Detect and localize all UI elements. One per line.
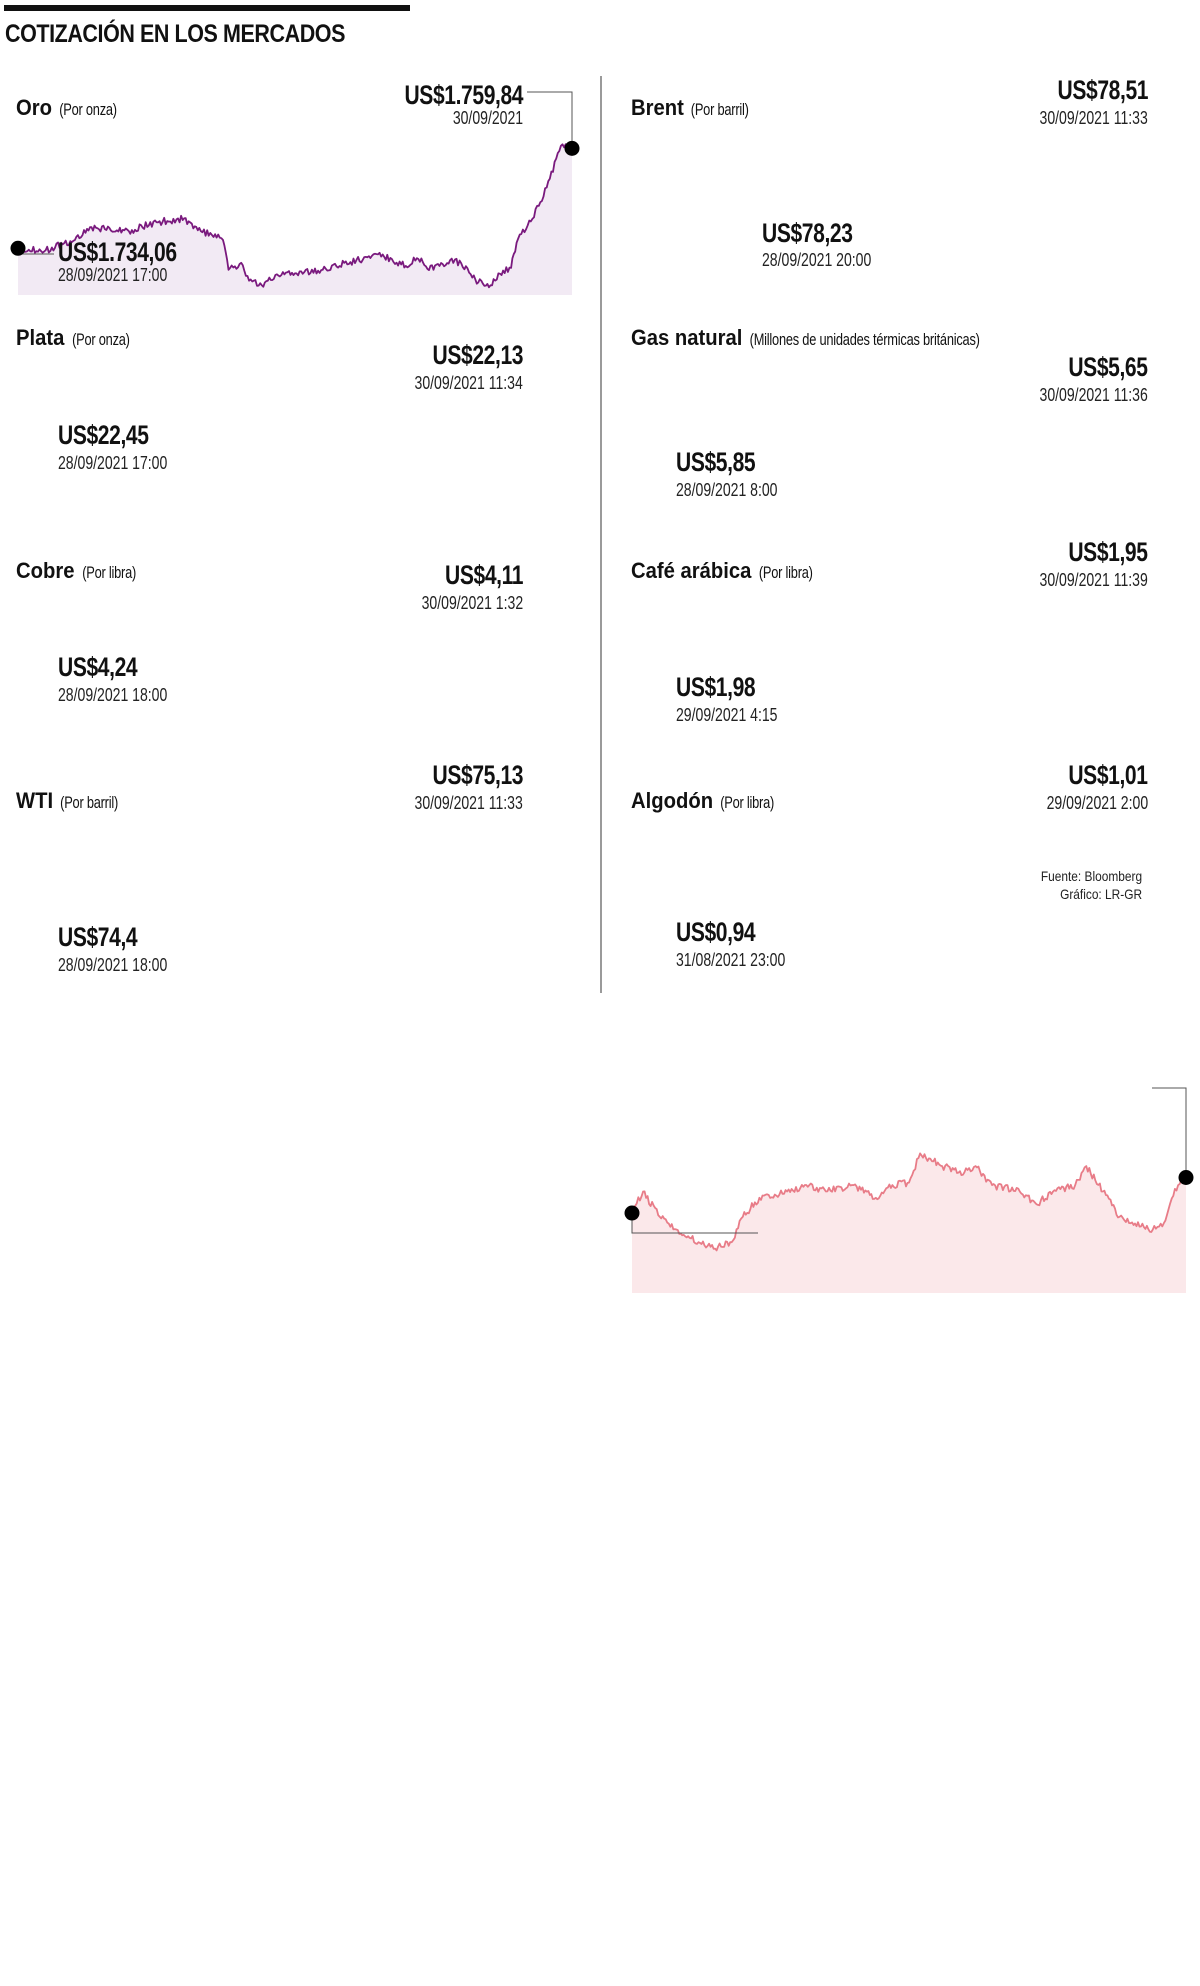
cobre-title: Cobre (Por libra)	[16, 558, 147, 584]
title-rule	[4, 5, 410, 11]
oro-chart	[10, 91, 580, 295]
cobre-start-date: 28/09/2021 18:00	[58, 685, 168, 705]
algodon-title: Algodón (Por libra)	[631, 788, 786, 814]
wti-start-value: US$74,4	[58, 922, 138, 952]
cobre-name: Cobre	[16, 558, 75, 583]
brent-chart	[624, 1087, 1194, 1293]
brent-title: Brent (Por barril)	[631, 95, 762, 121]
oro-start-date: 28/09/2021 17:00	[58, 265, 168, 285]
brent-start-date: 28/09/2021 20:00	[762, 250, 872, 270]
source-line: Fuente: Bloomberg	[1040, 868, 1142, 884]
oro-area	[18, 144, 572, 295]
plata-title: Plata (Por onza)	[16, 325, 142, 351]
cafe-end-date: 30/09/2021 11:39	[1039, 570, 1148, 590]
gas-end-value: US$5,65	[1068, 352, 1149, 382]
oro-end-marker	[564, 140, 580, 156]
plata-start-date: 28/09/2021 17:00	[58, 453, 168, 473]
oro-end-value: US$1.759,84	[404, 80, 523, 110]
oro-end-leader	[527, 91, 573, 149]
algodon-start-value: US$0,94	[676, 917, 756, 947]
brent-start-marker	[624, 1205, 640, 1221]
oro-start-value: US$1.734,06	[58, 237, 177, 267]
oro-line	[17, 143, 573, 289]
plata-unit: (Por onza)	[71, 330, 130, 349]
algodon-start-date: 31/08/2021 23:00	[676, 950, 786, 970]
cobre-end-value: US$4,11	[444, 560, 523, 590]
wti-end-date: 30/09/2021 11:33	[414, 793, 523, 813]
cafe-title: Café arábica (Por libra)	[631, 558, 824, 584]
credit-line: Gráfico: LR-GR	[1060, 886, 1142, 902]
cobre-end-date: 30/09/2021 1:32	[421, 593, 523, 613]
brent-area	[632, 1153, 1186, 1293]
gas-end-date: 30/09/2021 11:36	[1039, 385, 1148, 405]
oro-name: Oro	[16, 95, 52, 120]
column-divider	[600, 76, 602, 993]
oro-unit: (Por onza)	[59, 100, 117, 119]
wti-unit: (Por barril)	[60, 793, 119, 812]
wti-name: WTI	[16, 788, 54, 813]
plata-end-date: 30/09/2021 11:34	[414, 373, 523, 393]
gas-name: Gas natural	[631, 325, 743, 350]
gas-unit: (Millones de unidades térmicas británica…	[749, 330, 980, 349]
plata-start-value: US$22,45	[58, 420, 149, 450]
gas-start-value: US$5,85	[676, 447, 756, 477]
brent-end-leader	[1152, 1087, 1187, 1178]
cafe-start-date: 29/09/2021 4:15	[676, 705, 778, 725]
brent-name: Brent	[631, 95, 684, 120]
cobre-start-value: US$4,24	[58, 652, 138, 682]
algodon-name: Algodón	[631, 788, 714, 813]
cafe-unit: (Por libra)	[758, 563, 813, 582]
brent-end-date: 30/09/2021 11:33	[1039, 108, 1148, 128]
brent-end-marker	[1178, 1170, 1194, 1185]
cobre-unit: (Por libra)	[81, 563, 136, 582]
brent-start-value: US$78,23	[762, 218, 853, 248]
wti-title: WTI (Por barril)	[16, 788, 131, 814]
brent-unit: (Por barril)	[691, 100, 750, 119]
algodon-unit: (Por libra)	[720, 793, 775, 812]
source-note: Fuente: Bloomberg Gráfico: LR-GR	[1041, 867, 1142, 903]
wti-start-date: 28/09/2021 18:00	[58, 955, 168, 975]
brent-end-value: US$78,51	[1057, 75, 1148, 105]
cafe-start-value: US$1,98	[676, 672, 756, 702]
oro-start-marker	[10, 240, 26, 256]
gas-start-date: 28/09/2021 8:00	[676, 480, 778, 500]
cafe-name: Café arábica	[631, 558, 752, 583]
oro-end-date: 30/09/2021	[452, 108, 523, 128]
gas-title: Gas natural (Millones de unidades térmica…	[631, 325, 1030, 351]
page-title: COTIZACIÓN EN LOS MERCADOS	[5, 20, 345, 48]
wti-end-value: US$75,13	[432, 760, 523, 790]
algodon-end-value: US$1,01	[1068, 760, 1149, 790]
plata-name: Plata	[16, 325, 65, 350]
cafe-end-value: US$1,95	[1068, 537, 1149, 567]
plata-end-value: US$22,13	[432, 340, 523, 370]
oro-title: Oro (Por onza)	[16, 95, 130, 121]
algodon-end-date: 29/09/2021 2:00	[1046, 793, 1148, 813]
